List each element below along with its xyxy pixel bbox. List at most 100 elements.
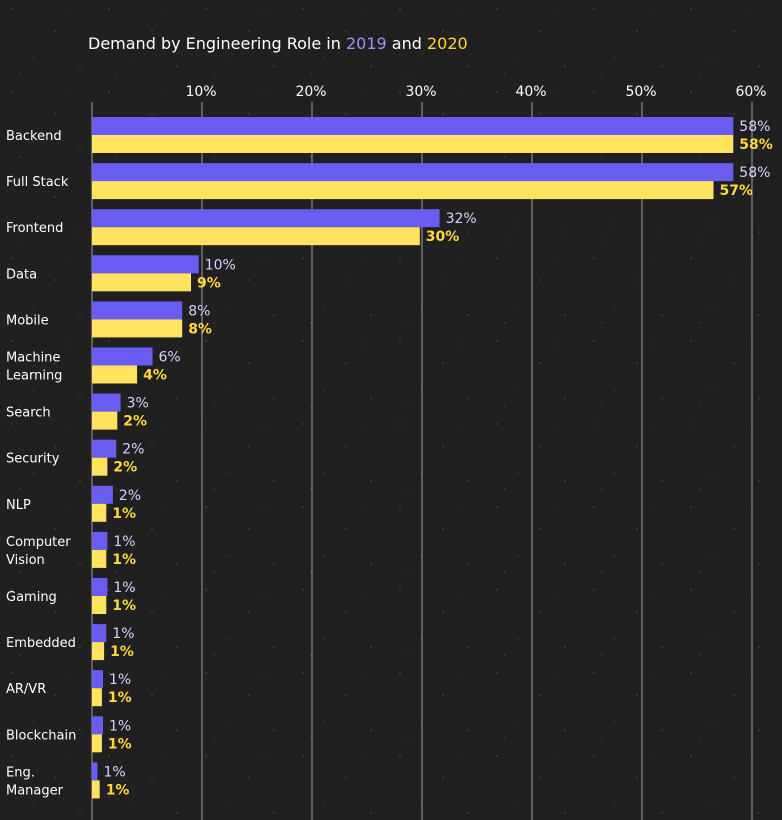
value-label-2020: 1% [112, 552, 136, 568]
category-label: Search [6, 406, 51, 421]
x-tick-label: 50% [625, 84, 656, 100]
category-labels: Backend Full Stack Frontend Data Mobile Machi… [6, 129, 76, 798]
value-label-2020: 1% [106, 782, 130, 798]
bar-2019 [92, 485, 113, 504]
category-label-line: Backend [6, 129, 62, 144]
category-label-line: Gaming [6, 590, 57, 605]
category-label: Gaming [6, 590, 57, 605]
value-label-2019: 58% [739, 119, 770, 135]
bar-2020 [92, 780, 100, 799]
bar-2020 [92, 549, 107, 568]
value-label-2020: 1% [110, 644, 134, 660]
category-label-line: Vision [6, 553, 45, 568]
bar-2020 [92, 734, 102, 753]
value-label-2019: 3% [127, 396, 149, 412]
bar-2019 [92, 301, 183, 320]
bar-2020 [92, 181, 714, 200]
bar-2020 [92, 642, 105, 661]
title-year-2020: 2020 [427, 34, 468, 53]
value-label-2019: 32% [446, 211, 477, 227]
category-label-line: Search [6, 406, 51, 421]
title-conjunction: and [387, 34, 427, 53]
category-label: Computer Vision [6, 535, 71, 568]
category-label: AR/VR [6, 682, 46, 697]
bar-2020 [92, 365, 138, 384]
bar-2019 [92, 347, 153, 366]
category-label: NLP [6, 498, 31, 513]
value-label-2019: 6% [159, 350, 181, 366]
category-label: Blockchain [6, 728, 76, 743]
category-label: Security [6, 452, 60, 467]
category-label: Embedded [6, 636, 76, 651]
value-label-2020: 57% [720, 183, 754, 199]
category-label-line: Blockchain [6, 728, 76, 743]
value-label-2020: 8% [188, 321, 212, 337]
category-label-line: Embedded [6, 636, 76, 651]
value-labels: 58% 58% 58% 57% 32% 30% 10% 9% 8% 8% 6% 4% 3% 2% 2% 2% 2… [104, 119, 773, 798]
bars [92, 117, 734, 799]
category-label: Machine Learning [6, 351, 62, 384]
bar-2020 [92, 273, 191, 292]
value-label-2019: 1% [109, 718, 131, 734]
title-prefix: Demand by Engineering Role in [88, 34, 346, 53]
category-label: Backend [6, 129, 62, 144]
bar-2020 [92, 319, 183, 338]
bar-2019 [92, 439, 117, 458]
x-tick-label: 10% [185, 84, 216, 100]
value-label-2020: 30% [426, 229, 460, 245]
value-label-2020: 1% [112, 506, 136, 522]
value-label-2019: 1% [113, 534, 135, 550]
category-label: Mobile [6, 313, 49, 328]
bar-2019 [92, 255, 199, 274]
chart-title: Demand by Engineering Role in 2019 and 2… [88, 34, 468, 53]
category-label: Full Stack [6, 175, 69, 190]
value-label-2020: 2% [113, 460, 137, 476]
value-label-2020: 1% [108, 690, 132, 706]
category-label: Eng. Manager [6, 765, 64, 798]
value-label-2019: 8% [188, 303, 210, 319]
value-label-2020: 1% [108, 736, 132, 752]
value-label-2019: 2% [119, 488, 141, 504]
value-label-2020: 2% [123, 414, 147, 430]
category-label-line: Security [6, 452, 60, 467]
bar-2019 [92, 163, 734, 182]
category-label-line: Eng. [6, 765, 35, 780]
value-label-2019: 1% [104, 764, 126, 780]
bar-2020 [92, 596, 107, 614]
category-label-line: Computer [6, 535, 71, 550]
x-tick-label: 20% [295, 84, 326, 100]
category-label-line: Learning [6, 369, 62, 384]
category-label: Data [6, 267, 37, 282]
bar-2019 [92, 762, 98, 781]
category-label-line: Manager [6, 783, 64, 798]
title-year-2019: 2019 [346, 34, 387, 53]
bar-2019 [92, 393, 121, 412]
x-axis-ticks: 10% 20% 30% 40% 50% 60% [185, 84, 766, 100]
category-label-line: NLP [6, 498, 31, 513]
category-label: Frontend [6, 221, 63, 236]
bar-2019 [92, 209, 440, 228]
value-label-2020: 58% [739, 137, 773, 153]
bar-2020 [92, 135, 734, 153]
category-label-line: Machine [6, 351, 60, 366]
x-tick-label: 60% [735, 84, 766, 100]
bar-2019 [92, 670, 103, 689]
bar-2019 [92, 716, 103, 735]
value-label-2019: 1% [109, 672, 131, 688]
value-label-2020: 9% [197, 275, 221, 291]
bar-2020 [92, 503, 107, 522]
category-label-line: AR/VR [6, 682, 46, 697]
bar-2020 [92, 457, 108, 476]
category-label-line: Data [6, 267, 37, 282]
bar-2019 [92, 117, 734, 135]
value-label-2019: 2% [122, 442, 144, 458]
value-label-2019: 10% [205, 257, 236, 273]
x-tick-label: 40% [515, 84, 546, 100]
value-label-2020: 1% [112, 598, 136, 614]
bar-2020 [92, 411, 118, 430]
value-label-2019: 1% [113, 580, 135, 596]
category-label-line: Full Stack [6, 175, 69, 190]
value-label-2020: 4% [143, 368, 167, 384]
bar-2019 [92, 578, 108, 596]
